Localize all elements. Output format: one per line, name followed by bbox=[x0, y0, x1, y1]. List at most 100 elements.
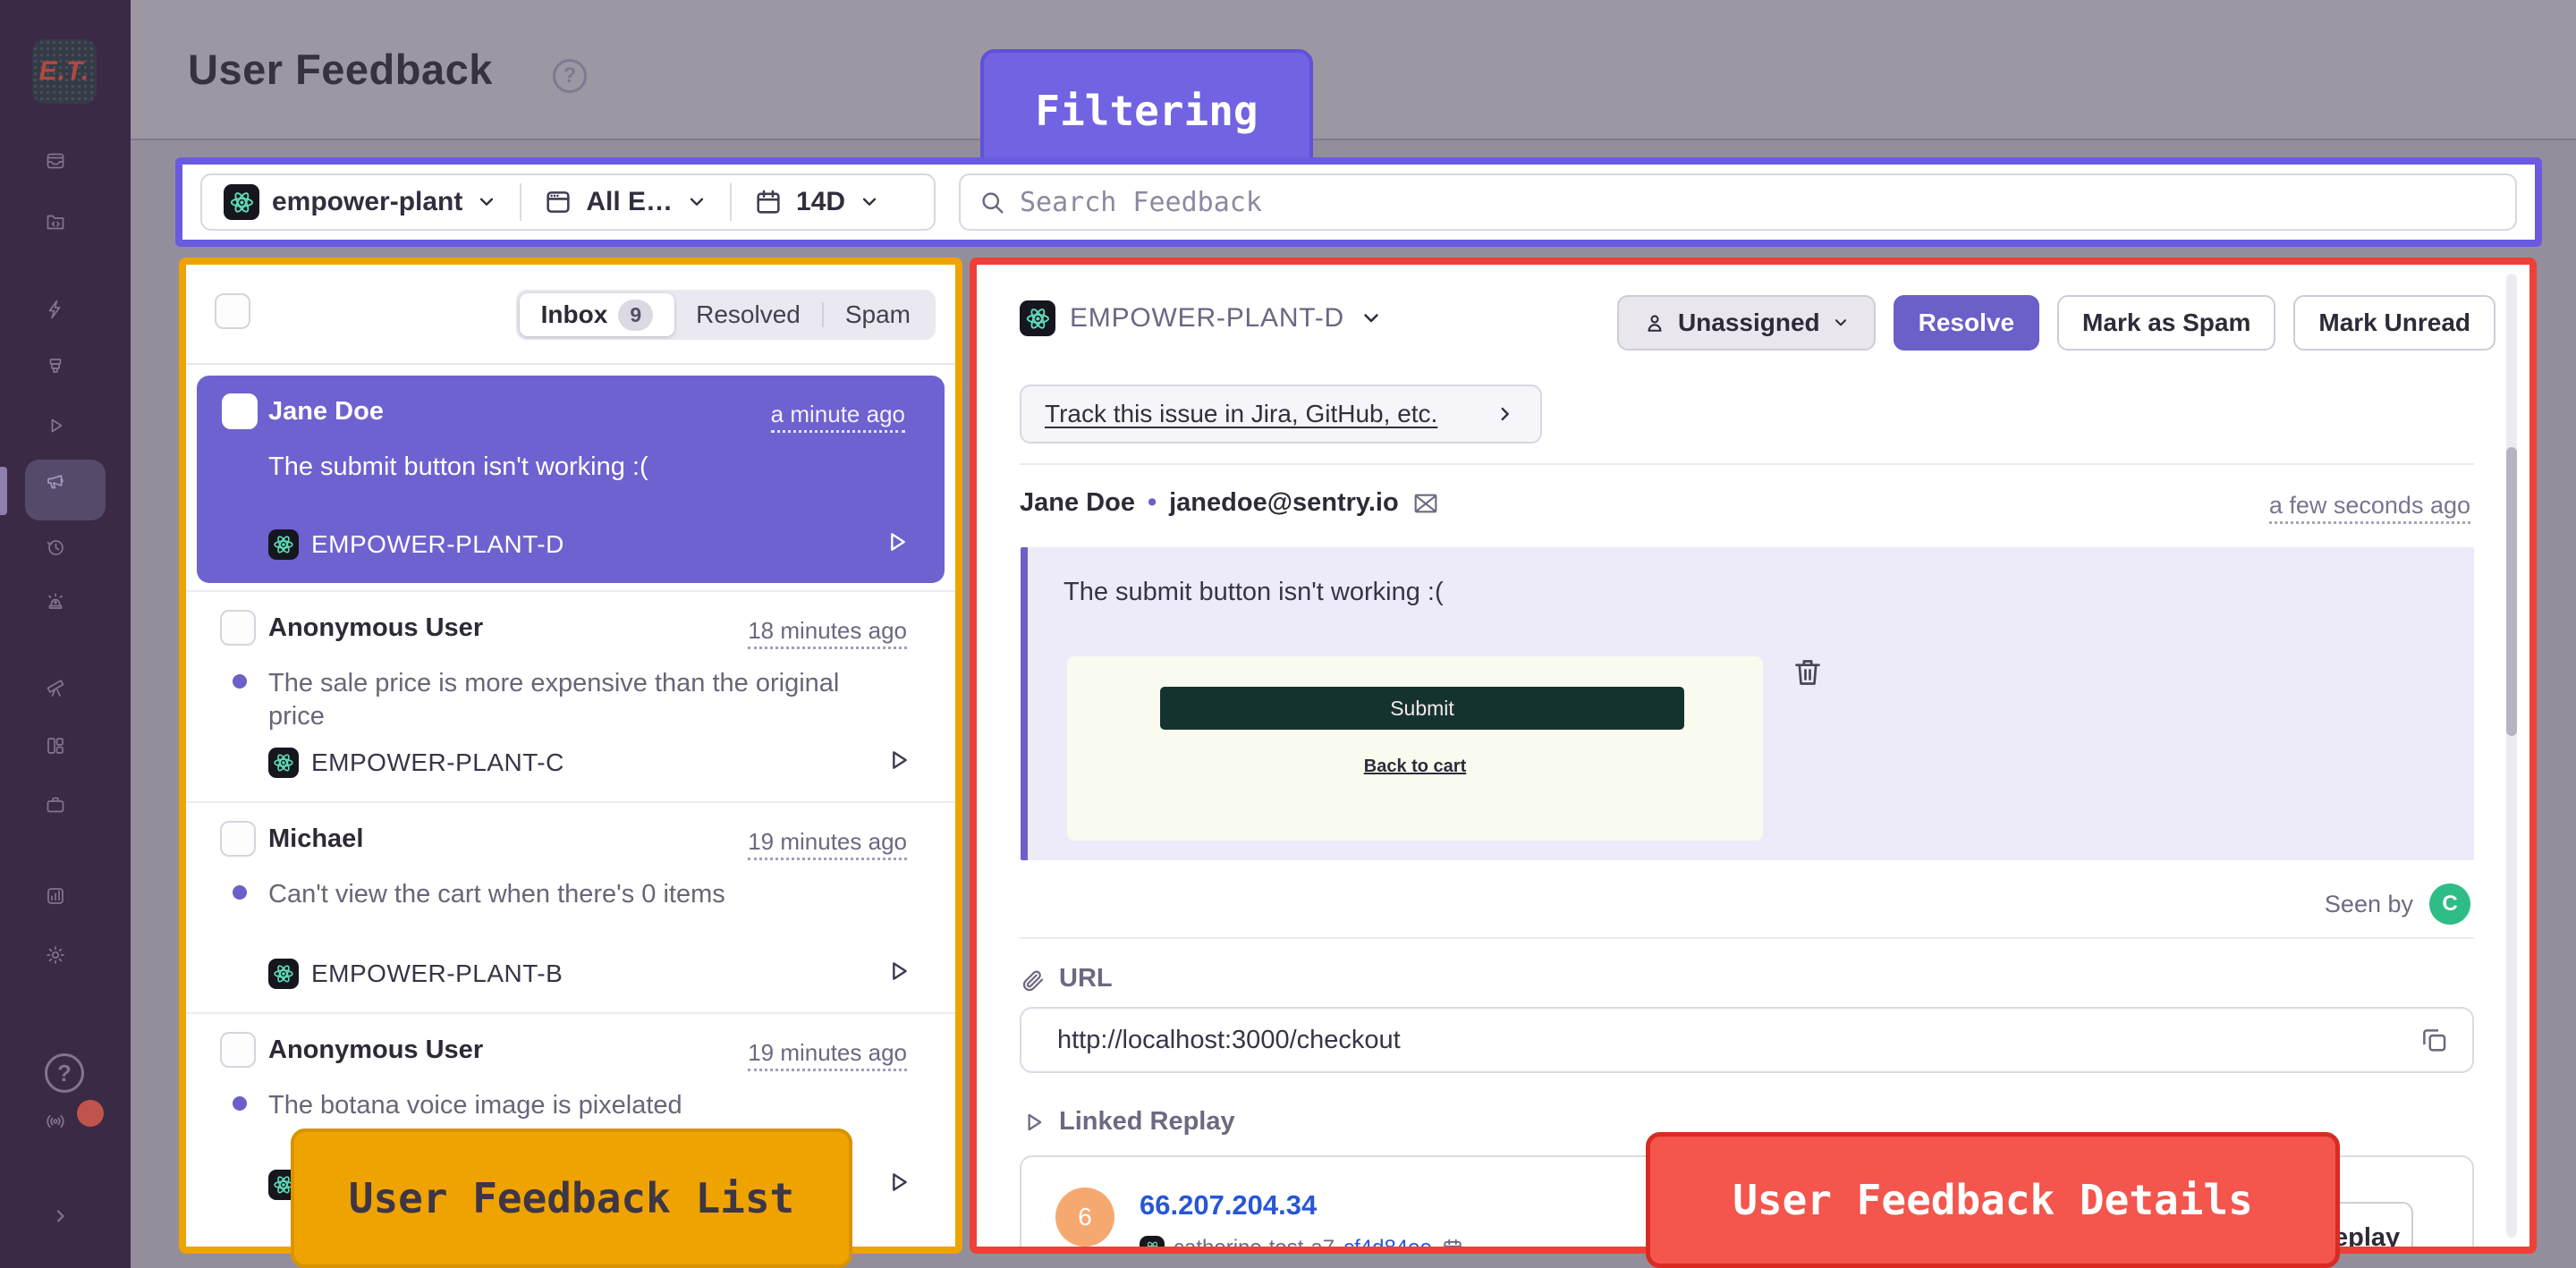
url-value-input[interactable] bbox=[1057, 1025, 2419, 1055]
resolve-label: Resolve bbox=[1918, 309, 2015, 336]
replay-play-icon[interactable] bbox=[882, 528, 911, 556]
seen-by-row: Seen by C bbox=[2325, 883, 2470, 925]
sidebar-item-dashboards[interactable] bbox=[45, 735, 86, 776]
project-filter-value: empower-plant bbox=[272, 187, 463, 216]
unread-dot bbox=[233, 674, 247, 689]
unread-dot bbox=[233, 1096, 247, 1111]
scrollbar-thumb[interactable] bbox=[2506, 447, 2517, 737]
sidebar-item-settings[interactable] bbox=[45, 944, 86, 985]
resolve-button[interactable]: Resolve bbox=[1893, 295, 2040, 351]
history-clock-icon bbox=[47, 540, 64, 555]
sidebar-item-user-feedback[interactable] bbox=[25, 460, 106, 520]
feedback-list-item[interactable]: Jane Doe a minute ago The submit button … bbox=[197, 376, 945, 583]
sidebar-item-replays[interactable] bbox=[45, 537, 86, 578]
sidebar-collapse-toggle[interactable] bbox=[50, 1205, 86, 1241]
trash-icon[interactable] bbox=[1790, 655, 1826, 690]
mailbox-tabs: Inbox 9 Resolved Spam bbox=[515, 290, 936, 340]
environment-filter[interactable]: All E… bbox=[543, 187, 708, 217]
sidebar-item-issues[interactable] bbox=[45, 150, 86, 191]
envelope-icon[interactable] bbox=[1411, 489, 1440, 518]
feedback-time: 19 minutes ago bbox=[748, 1039, 907, 1071]
sidebar-item-projects[interactable] bbox=[45, 211, 86, 252]
page-filter-pill: empower-plant All E… 14D bbox=[200, 173, 936, 231]
list-annotation-label: User Feedback List bbox=[291, 1129, 852, 1268]
org-avatar[interactable]: E.T. bbox=[32, 39, 97, 104]
screenshot-back-to-cart-link: Back to cart bbox=[1363, 757, 1467, 776]
sidebar: E.T. ? bbox=[0, 0, 131, 1268]
details-action-buttons: Unassigned Resolve Mark as Spam Mark Unr… bbox=[1616, 295, 2496, 351]
feedback-message-text: The submit button isn't working :( bbox=[1063, 578, 1444, 606]
feedback-list-item[interactable]: Anonymous User 19 minutes ago The botana… bbox=[186, 1012, 955, 1223]
feedback-time: 18 minutes ago bbox=[748, 617, 907, 649]
details-project-selector[interactable]: EMPOWER-PLANT-D bbox=[1020, 300, 1384, 336]
sidebar-item-discover[interactable] bbox=[45, 676, 86, 717]
track-issue-button[interactable]: Track this issue in Jira, GitHub, etc. bbox=[1020, 385, 1542, 444]
track-issue-label: Track this issue in Jira, GitHub, etc. bbox=[1045, 400, 1438, 427]
item-checkbox[interactable] bbox=[220, 1032, 256, 1068]
feedback-screenshot[interactable]: Submit Back to cart bbox=[1067, 656, 1763, 841]
reporter-row: Jane Doe • janedoe@sentry.io bbox=[1020, 488, 1440, 518]
sidebar-item-releases[interactable] bbox=[45, 356, 86, 397]
tab-inbox[interactable]: Inbox 9 bbox=[519, 293, 675, 336]
linked-replay-label-text: Linked Replay bbox=[1059, 1107, 1235, 1136]
environment-icon bbox=[547, 191, 570, 213]
project-filter[interactable]: empower-plant bbox=[224, 184, 498, 220]
react-project-icon bbox=[1140, 1236, 1165, 1247]
seen-by-avatar[interactable]: C bbox=[2429, 883, 2470, 925]
feedback-message: The submit button isn't working :( bbox=[268, 452, 648, 481]
react-project-icon bbox=[224, 184, 259, 220]
person-icon bbox=[1648, 315, 1662, 332]
item-checkbox[interactable] bbox=[220, 610, 256, 646]
date-range-filter[interactable]: 14D bbox=[753, 187, 881, 217]
sidebar-item-stats[interactable] bbox=[45, 885, 86, 926]
select-all-checkbox[interactable] bbox=[215, 293, 250, 329]
unread-dot bbox=[233, 885, 247, 900]
tab-spam[interactable]: Spam bbox=[824, 293, 932, 336]
details-scrollbar[interactable] bbox=[2506, 274, 2517, 1238]
sidebar-item-performance[interactable] bbox=[45, 299, 86, 340]
sidebar-item-help[interactable]: ? bbox=[45, 1053, 84, 1093]
replay-play-icon[interactable] bbox=[884, 746, 912, 774]
help-icon: ? bbox=[563, 63, 577, 88]
seen-by-label: Seen by bbox=[2324, 890, 2413, 917]
title-help-button[interactable]: ? bbox=[553, 59, 587, 93]
url-field bbox=[1020, 1007, 2474, 1073]
chevron-down-icon bbox=[480, 198, 494, 206]
filter-bar: empower-plant All E… 14D bbox=[175, 157, 2542, 247]
mark-spam-label: Mark as Spam bbox=[2082, 309, 2251, 336]
sidebar-item-business[interactable] bbox=[45, 794, 86, 835]
copy-icon[interactable] bbox=[2419, 1025, 2449, 1055]
tab-resolved[interactable]: Resolved bbox=[674, 293, 822, 336]
mark-unread-button[interactable]: Mark Unread bbox=[2293, 295, 2496, 351]
sidebar-item-alerts[interactable] bbox=[45, 590, 86, 631]
item-checkbox[interactable] bbox=[222, 393, 258, 429]
feedback-timestamp: a few seconds ago bbox=[2268, 492, 2470, 524]
chevron-down-icon bbox=[690, 198, 704, 206]
chevron-down-icon bbox=[862, 198, 877, 206]
assignee-dropdown[interactable]: Unassigned bbox=[1616, 295, 1876, 351]
feedback-list-item[interactable]: Anonymous User 18 minutes ago The sale p… bbox=[186, 590, 955, 801]
mark-as-spam-button[interactable]: Mark as Spam bbox=[2057, 295, 2276, 351]
org-avatar-label: E.T. bbox=[38, 56, 90, 86]
replay-play-icon[interactable] bbox=[884, 1168, 912, 1196]
feedback-author: Anonymous User bbox=[268, 1036, 484, 1064]
search-icon bbox=[982, 192, 1004, 214]
feedback-list-item[interactable]: Michael 19 minutes ago Can't view the ca… bbox=[186, 801, 955, 1012]
feedback-author: Jane Doe bbox=[268, 397, 384, 426]
replay-play-icon[interactable] bbox=[884, 957, 912, 985]
item-checkbox[interactable] bbox=[220, 821, 256, 857]
play-icon bbox=[51, 418, 63, 433]
feedback-author: Anonymous User bbox=[268, 613, 484, 642]
sidebar-item-starfish[interactable] bbox=[45, 415, 86, 456]
search-input[interactable] bbox=[1020, 186, 2497, 218]
date-range-value: 14D bbox=[796, 187, 846, 216]
submit-label: Submit bbox=[1390, 696, 1454, 720]
feedback-time: 19 minutes ago bbox=[748, 828, 907, 860]
divider bbox=[1020, 937, 2474, 939]
replay-ip-link[interactable]: 66.207.204.34 bbox=[1140, 1189, 1318, 1221]
assignee-label: Unassigned bbox=[1677, 309, 1820, 336]
reporter-email: janedoe@sentry.io bbox=[1169, 488, 1399, 517]
tab-resolved-label: Resolved bbox=[696, 300, 801, 328]
tab-inbox-label: Inbox bbox=[540, 300, 608, 328]
gear-icon bbox=[47, 946, 64, 964]
